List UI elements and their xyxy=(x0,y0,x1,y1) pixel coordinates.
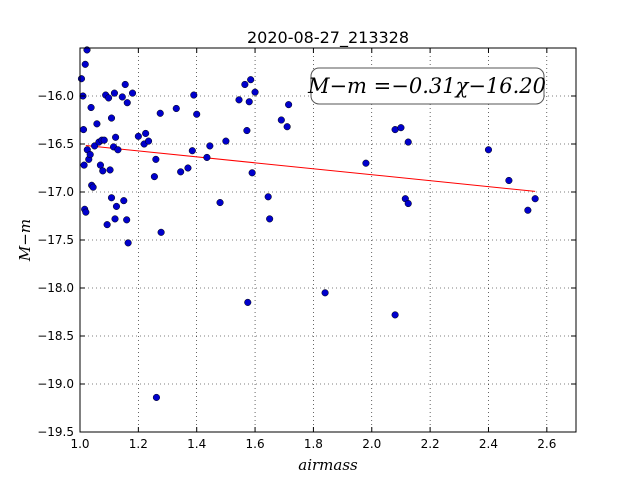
data-points xyxy=(77,46,539,401)
data-point xyxy=(243,127,251,135)
data-point xyxy=(241,80,249,89)
data-point xyxy=(111,215,119,223)
data-point xyxy=(484,146,493,154)
data-point xyxy=(244,298,252,306)
data-point xyxy=(142,129,150,137)
data-point xyxy=(283,123,291,131)
data-point xyxy=(505,176,513,185)
x-tick-label: 1.8 xyxy=(304,437,323,451)
x-tick-label: 1.2 xyxy=(129,437,148,451)
data-point xyxy=(105,94,113,102)
data-point xyxy=(118,93,126,101)
data-point xyxy=(177,168,185,176)
data-point xyxy=(206,142,214,150)
data-point xyxy=(81,60,89,68)
annotation-box xyxy=(310,67,545,105)
data-point xyxy=(86,151,94,159)
data-point xyxy=(145,137,153,145)
data-point xyxy=(193,110,201,118)
data-point xyxy=(103,221,111,229)
y-tick-label: −18.5 xyxy=(37,329,74,343)
data-point xyxy=(150,173,158,181)
data-point xyxy=(247,76,255,84)
x-tick-label: 2.0 xyxy=(362,437,381,451)
x-tick-label: 1.6 xyxy=(246,437,265,451)
data-point xyxy=(152,393,160,401)
x-ticks: 1.0 1.2 1.4 1.6 1.8 2.0 2.2 2.4 2.6 xyxy=(70,48,556,451)
data-point xyxy=(107,114,116,122)
data-point xyxy=(216,199,224,207)
data-point xyxy=(321,289,329,297)
data-point xyxy=(128,89,137,97)
y-tick-label: −16.5 xyxy=(37,137,74,151)
y-axis-label: M−m xyxy=(16,219,34,262)
x-axis-label: airmass xyxy=(298,456,358,474)
data-point xyxy=(391,311,399,319)
y-ticks: −16.0 −16.5 −17.0 −17.5 −18.0 −18.5 −19.0 −19.5 xyxy=(37,89,576,439)
data-point xyxy=(156,109,164,117)
x-tick-label: 2.4 xyxy=(479,437,498,451)
data-point xyxy=(184,164,192,172)
data-point xyxy=(524,206,532,214)
data-point xyxy=(188,147,196,155)
data-point xyxy=(100,136,108,144)
data-point xyxy=(123,99,131,107)
data-point xyxy=(112,202,121,210)
data-point xyxy=(123,216,131,224)
y-tick-label: −18.0 xyxy=(37,281,74,295)
data-point xyxy=(80,161,88,169)
data-point xyxy=(222,137,230,145)
data-point xyxy=(157,228,165,236)
data-point xyxy=(112,133,120,141)
data-point xyxy=(134,132,142,140)
equation-annotation: M−m =−0.31χ−16.20 xyxy=(307,67,546,105)
data-point xyxy=(106,166,114,174)
data-point xyxy=(264,193,272,201)
data-point xyxy=(87,103,95,112)
data-point xyxy=(404,138,412,146)
chart-title: 2020-08-27_213328 xyxy=(247,28,409,48)
x-tick-label: 2.6 xyxy=(537,437,556,451)
data-point xyxy=(124,239,132,247)
data-point xyxy=(248,169,256,177)
data-point xyxy=(82,208,90,216)
data-point xyxy=(362,159,370,167)
data-point xyxy=(397,124,405,132)
data-point xyxy=(77,75,86,83)
y-tick-label: −16.0 xyxy=(37,89,74,103)
data-point xyxy=(251,88,259,96)
y-tick-label: −17.0 xyxy=(37,185,74,199)
data-point xyxy=(110,89,118,97)
fit-line-segment xyxy=(85,145,536,192)
data-point xyxy=(107,194,116,202)
fit-line xyxy=(85,145,536,192)
data-point xyxy=(245,98,253,106)
data-point xyxy=(531,195,539,203)
y-tick-label: −19.0 xyxy=(37,377,74,391)
y-tick-label: −19.5 xyxy=(37,425,74,439)
data-point xyxy=(89,183,97,191)
data-point xyxy=(152,155,160,163)
data-point xyxy=(285,101,293,109)
data-point xyxy=(190,91,198,99)
data-point xyxy=(235,96,243,104)
data-point xyxy=(93,120,101,128)
data-point xyxy=(172,104,180,113)
data-point xyxy=(203,153,211,161)
data-point xyxy=(266,215,274,223)
data-point xyxy=(277,116,285,124)
y-tick-label: −17.5 xyxy=(37,233,74,247)
x-tick-label: 1.4 xyxy=(187,437,206,451)
data-point xyxy=(121,80,129,89)
data-point xyxy=(120,197,128,205)
data-point xyxy=(404,199,412,208)
x-tick-label: 1.0 xyxy=(70,437,89,451)
x-tick-label: 2.2 xyxy=(421,437,440,451)
data-point xyxy=(99,167,107,175)
data-point xyxy=(79,126,88,134)
data-point xyxy=(114,146,122,154)
annotation-text: M−m =−0.31χ−16.20 xyxy=(307,74,546,98)
